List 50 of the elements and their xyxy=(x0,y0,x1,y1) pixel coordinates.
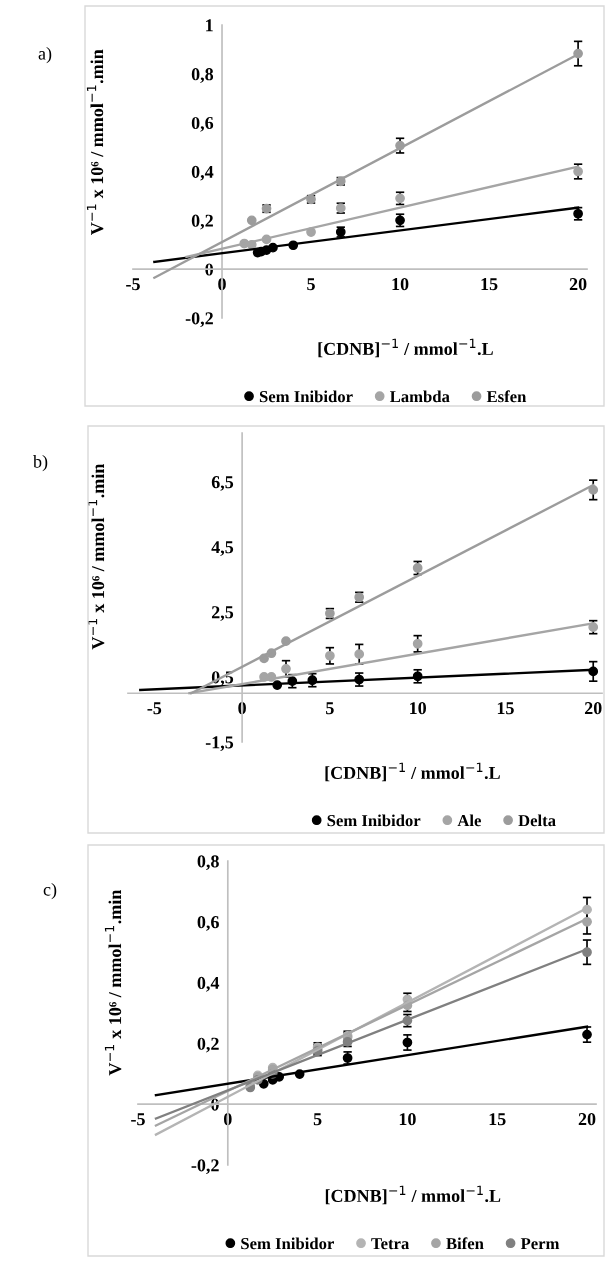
x-tick-label: 15 xyxy=(497,702,514,715)
legend-label: Delta xyxy=(518,814,556,827)
y-tick-label: -0,2 xyxy=(191,1159,219,1175)
legend-label: Perm xyxy=(520,1238,560,1250)
y-tick-label: 4,5 xyxy=(211,541,234,556)
x-tick-label: 5 xyxy=(326,702,334,715)
y-tick-label: 0,4 xyxy=(197,976,220,992)
legend-label: Lambda xyxy=(389,390,450,403)
x-tick-label: 20 xyxy=(584,702,602,715)
x-tick-label: 20 xyxy=(569,278,587,291)
x-tick-label: -5 xyxy=(147,702,162,715)
y-tick-label: 6,5 xyxy=(211,476,234,491)
text: c) xyxy=(43,883,57,900)
y-tick-label: 0,4 xyxy=(191,165,214,181)
legend-label: Bifen xyxy=(446,1237,484,1250)
x-tick-label: 15 xyxy=(489,1113,506,1126)
legend-label: Ale xyxy=(457,814,481,827)
x-tick-label: 10 xyxy=(399,1113,416,1126)
x-tick-label: -5 xyxy=(126,278,140,291)
x-tick-label: 20 xyxy=(578,1113,596,1126)
y-tick-label: 0,6 xyxy=(191,116,214,132)
text: a) xyxy=(38,47,52,64)
y-tick-label: 0,6 xyxy=(197,916,219,931)
legend-label: Sem Inibidor xyxy=(327,814,421,827)
y-tick-label: 0,2 xyxy=(191,214,213,230)
x-tick-label: 10 xyxy=(410,702,427,715)
x-axis-title: [CDNB]$^{−1}$ / mmol$^{−1}$.L xyxy=(325,1185,501,1205)
x-tick-label: 15 xyxy=(481,278,498,291)
legend-label: Sem Inibidor xyxy=(241,1237,334,1250)
y-axis-title: V$^{−1}$ x 10⁶ / mmol$^{−1}$.min xyxy=(104,889,122,1076)
y-tick-label: 0,8 xyxy=(197,855,219,871)
y-tick-label: -0,2 xyxy=(185,312,213,328)
y-axis-title: V$^{−1}$ x 10⁶ / mmol$^{−1}$.min xyxy=(86,49,104,235)
legend-label: Esfen xyxy=(486,390,527,403)
x-tick-label: 10 xyxy=(392,278,409,291)
x-tick-label: 0 xyxy=(238,702,246,715)
text: b) xyxy=(33,455,48,472)
x-axis-title: [CDNB]$^{−1}$ / mmol$^{−1}$.L xyxy=(325,762,500,782)
y-tick-label: 0,2 xyxy=(197,1037,219,1053)
legend-label: Sem Inibidor xyxy=(259,390,353,403)
y-tick-label: 1 xyxy=(206,19,213,32)
x-tick-label: 5 xyxy=(307,278,315,291)
y-axis-title: V$^{−1}$ x 10⁶ / mmol$^{−1}$.min xyxy=(87,463,105,650)
y-tick-label: 0,8 xyxy=(191,68,214,83)
x-tick-label: 5 xyxy=(313,1113,322,1126)
legend-label: Tetra xyxy=(371,1238,410,1250)
x-tick-label: -5 xyxy=(131,1113,145,1126)
x-axis-title: [CDNB]$^{−1}$ / mmol$^{−1}$.L xyxy=(318,338,493,358)
y-tick-label: 2,5 xyxy=(211,606,234,621)
y-tick-label: -1,5 xyxy=(205,736,234,752)
